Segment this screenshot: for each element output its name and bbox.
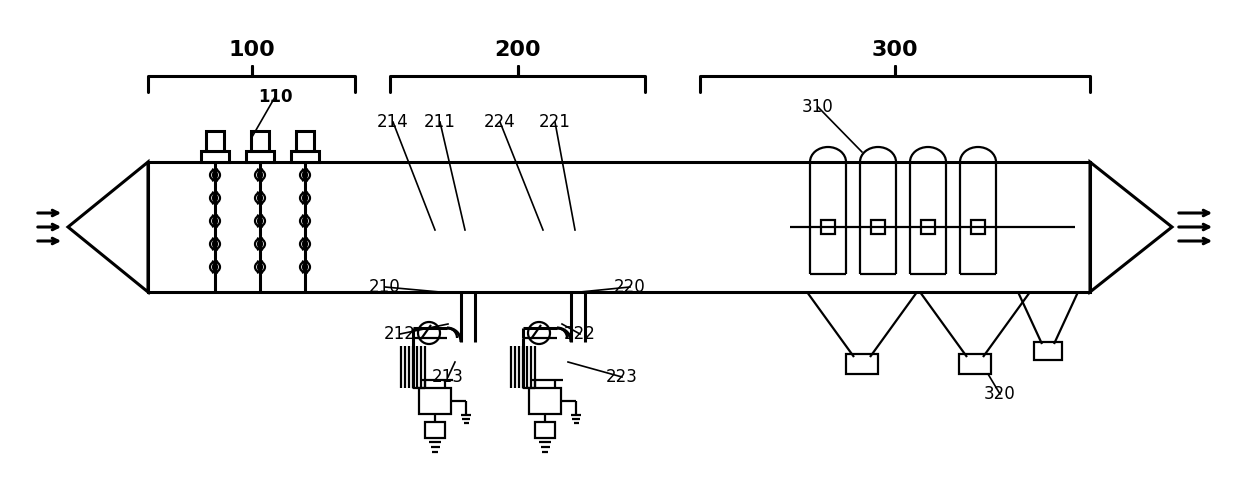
Circle shape xyxy=(528,322,551,344)
Text: 210: 210 xyxy=(370,278,401,296)
Bar xyxy=(529,388,560,414)
Bar xyxy=(425,422,445,438)
Text: 214: 214 xyxy=(377,113,409,131)
Bar xyxy=(870,220,885,234)
Bar xyxy=(291,151,319,162)
Circle shape xyxy=(418,322,440,344)
Bar xyxy=(534,422,556,438)
Text: 222: 222 xyxy=(564,325,596,343)
Bar xyxy=(419,388,451,414)
Text: 310: 310 xyxy=(802,98,833,116)
Bar xyxy=(971,220,985,234)
Bar xyxy=(921,220,935,234)
Text: 100: 100 xyxy=(228,40,275,60)
Text: 200: 200 xyxy=(495,40,541,60)
Bar xyxy=(821,220,835,234)
Text: 211: 211 xyxy=(424,113,456,131)
Bar xyxy=(201,151,229,162)
Bar xyxy=(148,162,1090,292)
Bar xyxy=(959,354,991,374)
Text: 110: 110 xyxy=(258,88,293,106)
Text: 221: 221 xyxy=(539,113,570,131)
Text: 320: 320 xyxy=(985,385,1016,403)
Bar xyxy=(246,151,274,162)
Text: 213: 213 xyxy=(432,368,464,386)
Text: 212: 212 xyxy=(384,325,415,343)
Bar xyxy=(846,354,878,374)
Bar xyxy=(296,131,314,151)
Text: 300: 300 xyxy=(872,40,919,60)
Text: 220: 220 xyxy=(614,278,646,296)
Text: 224: 224 xyxy=(484,113,516,131)
Text: 223: 223 xyxy=(606,368,637,386)
Bar xyxy=(206,131,224,151)
Bar xyxy=(250,131,269,151)
Bar xyxy=(1034,342,1061,360)
